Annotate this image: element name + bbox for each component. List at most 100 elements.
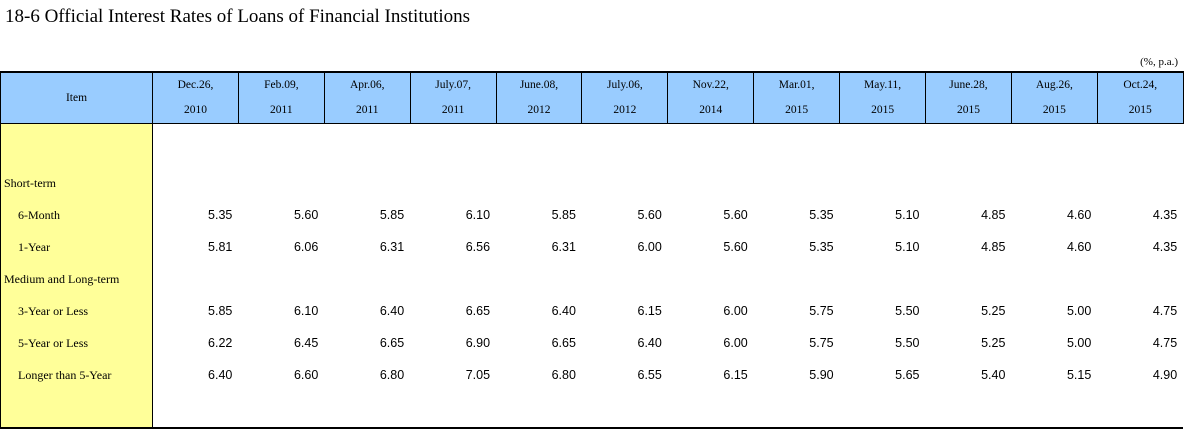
value-cell — [754, 124, 840, 168]
row-label-text: 3-Year or Less — [18, 303, 89, 318]
value-cell: 4.85 — [981, 240, 1006, 254]
table-header-row: Item Dec.26, 2010 Feb.09, 2011 Apr.06, 2011 Ju… — [0, 71, 1184, 124]
header-date: June.08, 2012 — [495, 71, 583, 124]
header-date-year: 2012 — [527, 104, 551, 116]
row-label: 5-Year or Less — [0, 327, 153, 359]
header-date: July.06, 2012 — [581, 71, 669, 124]
header-date-year: 2015 — [1042, 104, 1066, 116]
value-cell — [324, 167, 410, 199]
value-cell: 6.15 — [637, 304, 662, 318]
value-cell — [582, 124, 668, 168]
header-date-line1: June.28, — [949, 79, 988, 91]
value-cell — [926, 263, 1012, 295]
value-cell: 5.00 — [1066, 336, 1092, 350]
header-date-year: 2011 — [441, 104, 465, 116]
value-cell — [410, 167, 496, 199]
value-cell — [1097, 391, 1184, 429]
spacer-row — [0, 391, 1184, 429]
value-cell: 6.40 — [208, 368, 233, 382]
value-cell — [668, 167, 754, 199]
value-cell — [238, 124, 324, 168]
value-cell — [1011, 263, 1097, 295]
row-label-text: Longer than 5-Year — [18, 367, 112, 382]
header-date: Oct.24, 2015 — [1096, 71, 1184, 124]
value-cell: 5.60 — [637, 208, 662, 222]
value-cell: 4.90 — [1152, 368, 1178, 382]
header-date-line1: Aug.26, — [1035, 79, 1073, 91]
header-date-year: 2015 — [1128, 104, 1152, 116]
header-date-line1: July.06, — [607, 79, 643, 91]
value-cell: 6.55 — [637, 368, 662, 382]
header-date-line1: Nov.22, — [692, 79, 729, 91]
header-date-line1: Apr.06, — [349, 79, 385, 91]
value-cell: 6.90 — [465, 336, 491, 350]
value-cell: 4.75 — [1152, 336, 1178, 350]
value-cell — [925, 391, 1012, 429]
header-date-line1: May.11, — [863, 79, 902, 91]
header-date: Mar.01, 2015 — [753, 71, 841, 124]
interest-rate-table: Item Dec.26, 2010 Feb.09, 2011 Apr.06, 2011 Ju… — [0, 71, 1184, 429]
row-label-text: 5-Year or Less — [18, 335, 89, 350]
value-cell — [582, 167, 668, 199]
value-cell: 5.85 — [379, 208, 405, 222]
header-date-line1: Dec.26, — [177, 79, 214, 91]
header-date: Aug.26, 2015 — [1010, 71, 1098, 124]
table-body: Short-term 6-Month 5.35 5.60 5.85 6.10 5.85 5.6… — [0, 123, 1184, 429]
value-cell: 6.40 — [379, 304, 405, 318]
value-cell — [926, 167, 1012, 199]
value-cell — [926, 124, 1012, 168]
header-date-line1: Oct.24, — [1123, 79, 1158, 91]
value-cell: 5.35 — [809, 208, 834, 222]
table-row: 3-Year or Less 5.85 6.10 6.40 6.65 6.40 6.15 6.… — [0, 295, 1184, 327]
value-cell — [496, 391, 582, 429]
header-item: Item — [0, 71, 153, 124]
table-row: 5-Year or Less 6.22 6.45 6.65 6.90 6.65 6.40 6.… — [0, 327, 1184, 359]
value-cell: 5.50 — [895, 336, 920, 350]
value-cell: 5.25 — [981, 304, 1006, 318]
value-cell: 6.40 — [551, 304, 576, 318]
header-date: Apr.06, 2011 — [323, 71, 411, 124]
value-cell: 6.10 — [465, 208, 491, 222]
value-cell: 5.75 — [809, 304, 834, 318]
value-cell — [1011, 124, 1097, 168]
value-cell: 5.25 — [981, 336, 1006, 350]
value-cell: 6.31 — [551, 240, 576, 254]
value-cell — [839, 391, 926, 429]
row-label: Medium and Long-term — [0, 263, 153, 295]
value-cell — [153, 263, 239, 295]
value-cell: 6.65 — [379, 336, 405, 350]
value-cell: 5.50 — [895, 304, 920, 318]
value-cell — [1011, 167, 1097, 199]
value-cell: 6.65 — [465, 304, 491, 318]
value-cell: 5.90 — [809, 368, 834, 382]
unit-label: (%, p.a.) — [1140, 56, 1178, 68]
value-cell: 5.85 — [551, 208, 576, 222]
value-cell: 6.40 — [637, 336, 662, 350]
value-cell: 6.22 — [208, 336, 233, 350]
header-date: Nov.22, 2014 — [667, 71, 755, 124]
value-cell: 6.06 — [293, 240, 319, 254]
header-date: June.28, 2015 — [925, 71, 1012, 124]
value-cell: 5.40 — [981, 368, 1006, 382]
value-cell — [753, 391, 840, 429]
value-cell — [496, 263, 582, 295]
row-label-text: Medium and Long-term — [4, 271, 120, 286]
value-cell — [238, 167, 324, 199]
value-cell: 5.10 — [895, 208, 920, 222]
header-date-year: 2012 — [613, 104, 637, 116]
spacer-row — [0, 123, 1184, 168]
header-date-line1: July.07, — [435, 79, 471, 91]
header-date-line1: Mar.01, — [778, 79, 815, 91]
value-cell — [1097, 124, 1183, 168]
value-cell — [324, 391, 411, 429]
table-row: Short-term — [0, 167, 1184, 199]
header-date-year: 2011 — [270, 104, 293, 116]
value-cell: 6.56 — [465, 240, 491, 254]
header-date-year: 2015 — [871, 104, 895, 116]
value-cell — [840, 263, 926, 295]
value-cell: 7.05 — [465, 368, 491, 382]
value-cell: 6.00 — [723, 336, 748, 350]
row-label: 6-Month — [0, 199, 153, 231]
value-cell — [324, 124, 410, 168]
value-cell — [238, 391, 325, 429]
